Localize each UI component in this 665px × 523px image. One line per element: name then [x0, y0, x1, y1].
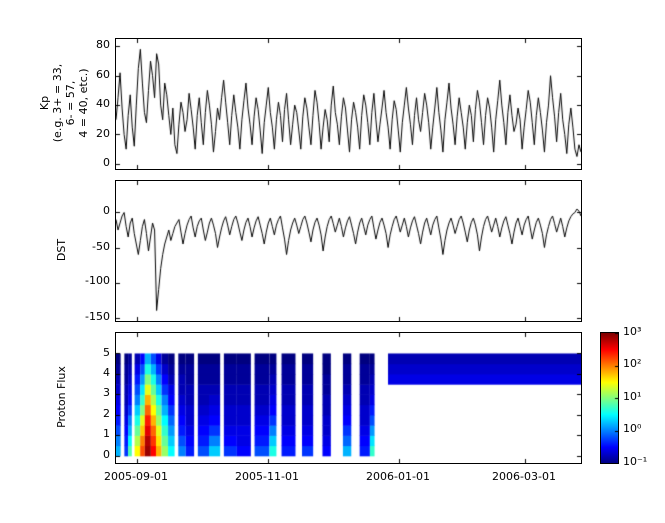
kp-ytick-label: 40 — [96, 97, 110, 110]
kp-ylabel-line: (e.g. 3+ = 33, — [51, 63, 64, 143]
dst-ytick-label: -150 — [85, 310, 110, 323]
dst-ylabel: DST — [55, 238, 68, 262]
xtick-label-date: 2006-03-01 — [492, 470, 556, 483]
proton-ytick-label: 1 — [103, 427, 110, 440]
proton-ytick-label: 4 — [103, 366, 110, 379]
dst-plot-canvas — [116, 181, 581, 321]
proton-ytick-label: 0 — [103, 448, 110, 461]
kp-plot-canvas — [116, 39, 581, 169]
dst-ytick-label: -50 — [92, 240, 110, 253]
proton-flux-plot — [115, 332, 582, 464]
colorbar-tick-label: 10¹ — [623, 390, 642, 403]
kp-ytick-label: 80 — [96, 38, 110, 51]
colorbar-tick-label: 10² — [623, 357, 642, 370]
kp-ytick-label: 60 — [96, 68, 110, 81]
colorbar-canvas — [601, 333, 618, 463]
proton-flux-canvas — [116, 333, 581, 463]
dst-ytick-label: -100 — [85, 274, 110, 287]
colorbar — [600, 332, 619, 464]
proton-ytick-label: 3 — [103, 386, 110, 399]
xtick-label-date: 2006-01-01 — [366, 470, 430, 483]
colorbar-tick-label: 10³ — [623, 325, 642, 338]
colorbar-tick-label: 10⁻¹ — [623, 455, 648, 468]
proton-ytick-label: 2 — [103, 407, 110, 420]
proton-ytick-label: 5 — [103, 346, 110, 359]
kp-ylabel-line: Kp — [38, 95, 51, 111]
proton-flux-ylabel: Proton Flux — [55, 366, 68, 428]
colorbar-tick-label: 10⁰ — [623, 422, 642, 435]
kp-ytick-label: 0 — [103, 156, 110, 169]
kp-plot — [115, 38, 582, 170]
kp-ytick-label: 20 — [96, 127, 110, 140]
dst-plot — [115, 180, 582, 322]
dst-ytick-label: 0 — [103, 204, 110, 217]
xtick-label-date: 2005-11-01 — [235, 470, 299, 483]
xtick-label-date: 2005-09-01 — [104, 470, 168, 483]
